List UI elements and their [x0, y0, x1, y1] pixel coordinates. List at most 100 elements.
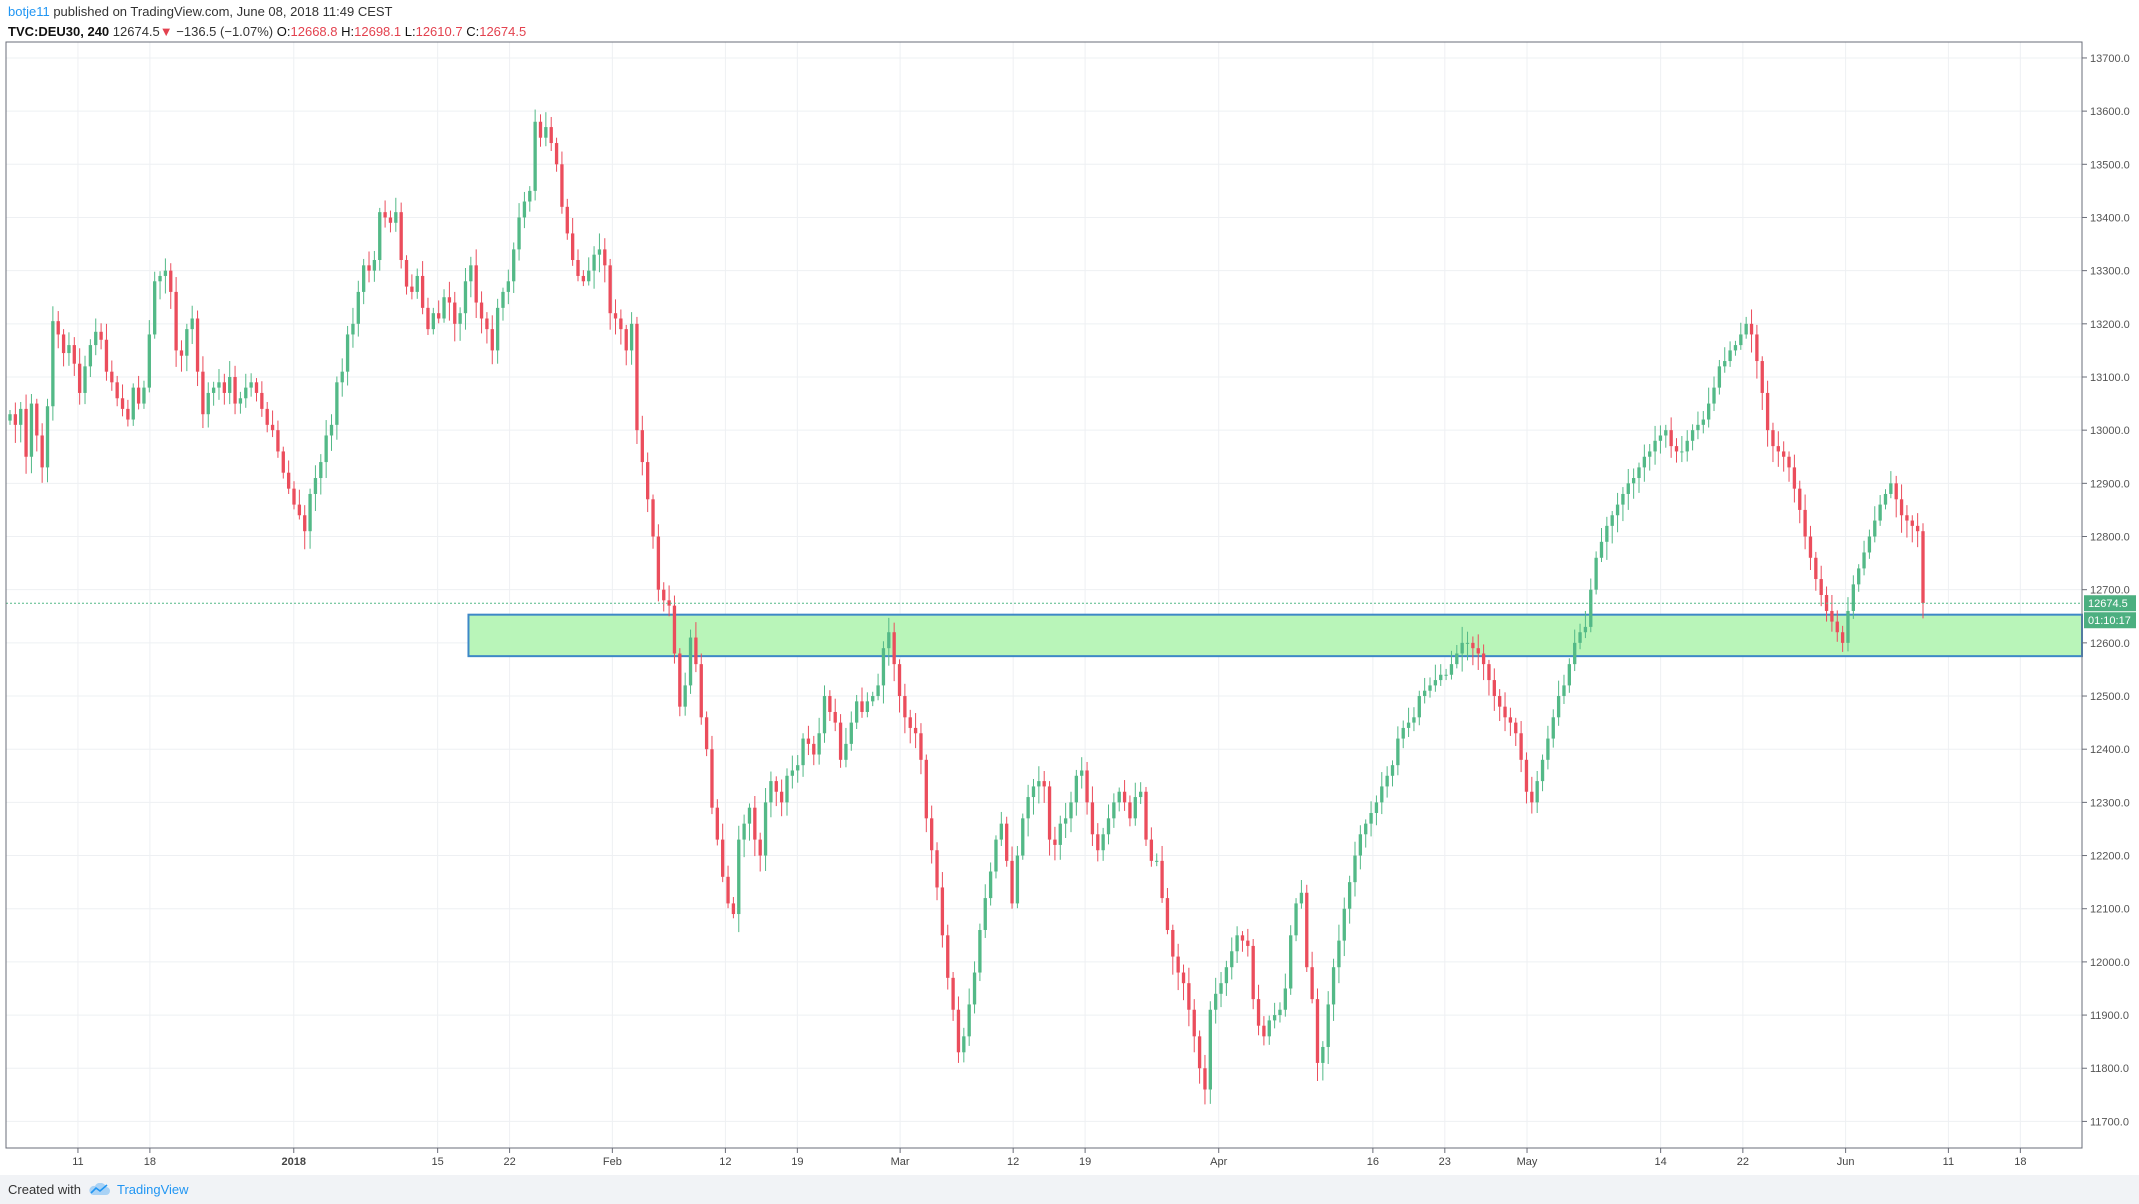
- price-tick-label: 11700.0: [2090, 1116, 2129, 1128]
- candle-body: [903, 696, 907, 718]
- candle: [1455, 644, 1459, 669]
- candle-body: [1112, 802, 1116, 819]
- candle-body: [490, 329, 494, 351]
- price-tick-label: 13300.0: [2090, 266, 2130, 278]
- candle-body: [1685, 440, 1689, 452]
- candle: [1664, 424, 1668, 448]
- candle-body: [715, 807, 719, 840]
- high-label: H:: [341, 24, 355, 39]
- symbol-interval[interactable]: TVC:DEU30, 240: [8, 24, 110, 39]
- candle-body: [962, 1036, 966, 1053]
- candle-body: [1771, 430, 1775, 447]
- candle: [651, 494, 655, 549]
- candle-body: [158, 275, 162, 282]
- candle-body: [1471, 642, 1475, 649]
- candle-body: [1530, 791, 1534, 803]
- candle-body: [362, 265, 366, 292]
- tradingview-cloud-icon: [89, 1183, 110, 1195]
- candle-body: [126, 408, 130, 420]
- time-tick-label: 16: [1367, 1156, 1379, 1168]
- candle: [479, 291, 484, 334]
- candle: [1610, 510, 1614, 544]
- candle-body: [217, 382, 221, 388]
- candle: [72, 337, 76, 376]
- candle: [994, 835, 998, 879]
- candle-body: [972, 972, 977, 1005]
- candle: [1380, 772, 1384, 815]
- candle: [1669, 417, 1673, 458]
- candle-body: [865, 701, 870, 712]
- candle: [404, 255, 409, 295]
- candle-body: [1546, 738, 1550, 760]
- candle: [694, 622, 698, 673]
- candle: [88, 339, 93, 377]
- candle-body: [222, 382, 227, 393]
- candle-body: [1921, 531, 1925, 603]
- candle-body: [1696, 424, 1700, 431]
- price-axis[interactable]: 13700.0 13600.0 13500.0 13400.0 13300.0 13200…: [2082, 53, 2136, 1128]
- candle: [812, 735, 816, 766]
- candle-body: [758, 839, 762, 856]
- candle-body: [1106, 818, 1111, 835]
- candle: [1803, 494, 1807, 550]
- candle-body: [56, 321, 60, 335]
- candle: [249, 373, 253, 397]
- candle-body: [1782, 451, 1786, 457]
- candle: [1310, 951, 1314, 1004]
- candle: [1449, 650, 1454, 680]
- candle: [1819, 565, 1823, 607]
- candle-body: [742, 823, 746, 840]
- candle: [1492, 668, 1496, 711]
- candle: [533, 109, 537, 201]
- candle: [1417, 690, 1421, 726]
- time-tick-label: 11: [1943, 1156, 1954, 1168]
- candle-body: [1857, 568, 1861, 585]
- candle-body: [1889, 483, 1893, 494]
- candle: [747, 803, 752, 841]
- candle: [838, 714, 843, 768]
- candle: [710, 735, 714, 815]
- support-zone[interactable]: [467, 613, 2084, 658]
- candle-body: [1599, 541, 1604, 558]
- candle-body: [1149, 839, 1154, 861]
- candle-body: [286, 472, 291, 489]
- candle: [1723, 347, 1727, 373]
- candle: [662, 582, 666, 612]
- candle-body: [1433, 680, 1438, 686]
- candle-body: [1128, 802, 1132, 819]
- candle: [1851, 575, 1855, 619]
- candle-body: [1449, 664, 1454, 675]
- candle-body: [1165, 898, 1170, 930]
- candle: [153, 271, 157, 339]
- candle-body: [1080, 770, 1084, 776]
- candle: [1358, 825, 1363, 870]
- candle-body: [345, 334, 350, 372]
- candle-body: [1664, 430, 1668, 436]
- candle-body: [1063, 818, 1068, 824]
- price-tick-label: 11900.0: [2090, 1010, 2129, 1022]
- candle-body: [1181, 972, 1186, 984]
- candle: [1846, 597, 1850, 652]
- candle-body: [1208, 1009, 1212, 1090]
- price-tick-label: 12000.0: [2090, 957, 2130, 969]
- candle: [769, 771, 773, 818]
- candle: [570, 218, 575, 266]
- tradingview-brand-link[interactable]: TradingView: [117, 1182, 189, 1197]
- price-chart[interactable]: 13700.0 13600.0 13500.0 13400.0 13300.0 13200…: [0, 0, 2139, 1175]
- candle: [1149, 827, 1154, 867]
- candle-body: [640, 430, 644, 463]
- author-link[interactable]: botje11: [8, 4, 50, 19]
- candle: [1074, 769, 1079, 816]
- candle: [731, 897, 736, 919]
- candle: [1439, 664, 1443, 686]
- candle-body: [812, 743, 816, 755]
- candle: [1519, 721, 1523, 773]
- candle: [988, 862, 993, 906]
- support-zone-rect[interactable]: [467, 613, 2084, 658]
- time-tick-label: 22: [1737, 1156, 1749, 1168]
- candle: [1765, 380, 1770, 447]
- candle-body: [29, 403, 34, 457]
- time-axis[interactable]: 11 18 2018 15 22 Feb 12 19 Mar 12 19 Apr 16 23 May 14 22…: [72, 1148, 2026, 1168]
- candle-body: [1160, 860, 1164, 899]
- candle: [779, 779, 784, 817]
